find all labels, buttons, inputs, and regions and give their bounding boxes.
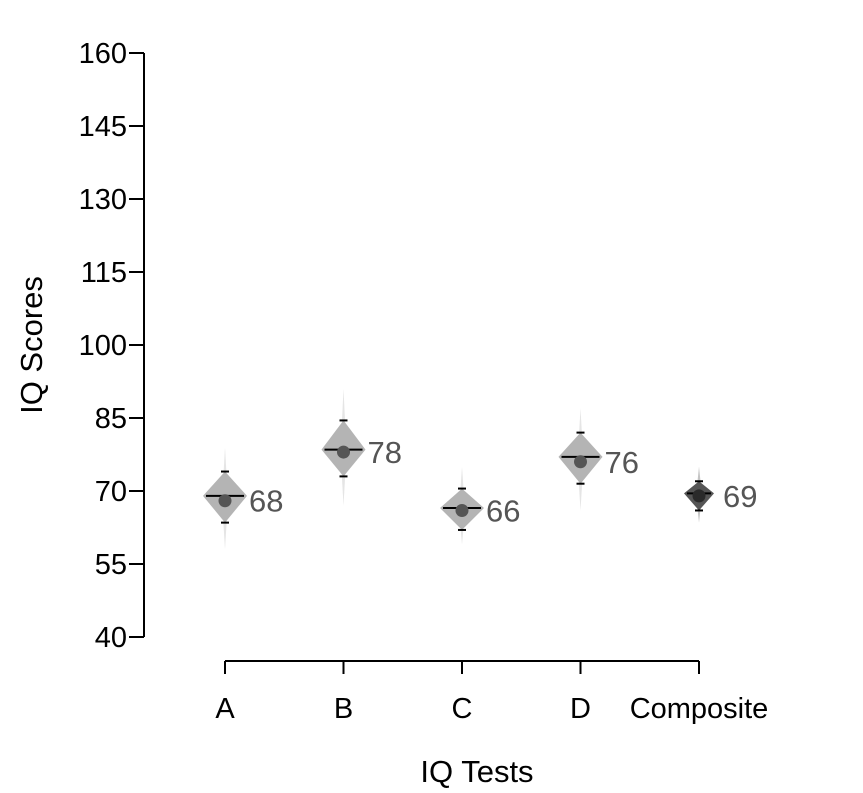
data-point — [692, 489, 706, 503]
plot-marks: 68 78 66 76 69 — [203, 388, 757, 550]
y-tick-label: 145 — [79, 111, 127, 143]
y-tick-label: 160 — [79, 38, 127, 70]
y-tick-label: 130 — [79, 184, 127, 216]
y-tick-label: 55 — [95, 549, 127, 581]
value-label: 66 — [486, 493, 520, 528]
y-tick-label: 115 — [81, 257, 127, 289]
y-tick-label: 40 — [95, 622, 127, 654]
x-tick-label: B — [334, 693, 353, 725]
value-label: 78 — [368, 435, 402, 470]
data-point — [218, 494, 232, 508]
data-point — [455, 503, 469, 517]
y-axis: 40 55 70 85 100 115 130 145 160 — [79, 38, 145, 654]
y-tick-label: 70 — [95, 476, 127, 508]
y-axis-title: IQ Scores — [14, 276, 49, 414]
y-tick-label: 100 — [79, 330, 127, 362]
x-axis: A B C D Composite — [215, 660, 769, 725]
x-tick-label: C — [452, 693, 473, 725]
data-point — [337, 445, 350, 459]
y-tick-label: 85 — [95, 403, 127, 435]
x-tick-label: A — [215, 693, 235, 725]
data-point — [574, 455, 587, 469]
x-tick-label: Composite — [630, 693, 769, 725]
x-axis-title: IQ Tests — [420, 754, 533, 789]
x-tick-label: D — [570, 693, 591, 725]
value-label: 76 — [605, 445, 639, 480]
value-label: 69 — [723, 479, 757, 514]
value-label: 68 — [249, 484, 283, 519]
